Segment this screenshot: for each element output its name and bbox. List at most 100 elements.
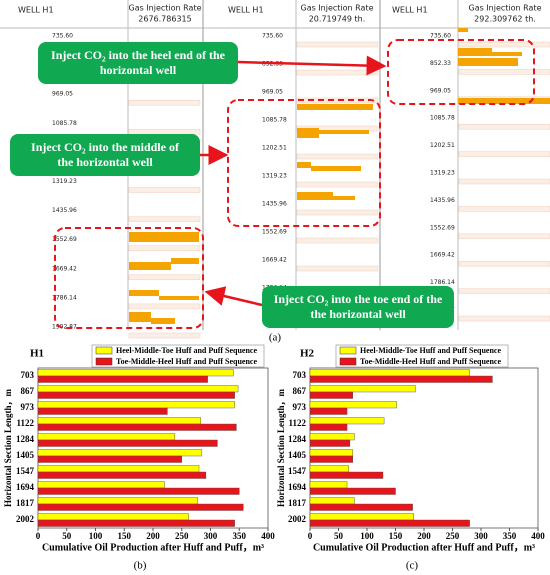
depth-label: 1669.42 [52, 265, 77, 272]
track-stripe [296, 153, 379, 160]
legend-label: Toe-Middle-Heel Huff and Puff Sequence [116, 357, 257, 366]
bar [37, 471, 207, 479]
depth-label: 1085.78 [430, 115, 455, 122]
y-tick-label: 1122 [16, 418, 34, 428]
y-tick-label: 703 [293, 370, 307, 380]
x-tick-label: 100 [360, 531, 374, 541]
x-tick-label: 50 [62, 531, 72, 541]
arrows [200, 55, 387, 307]
bar [37, 433, 176, 441]
depth-label: 1669.42 [262, 257, 287, 264]
injection-bars [129, 28, 550, 324]
bar [309, 503, 413, 511]
y-tick-label: 1405 [288, 450, 307, 460]
bar [309, 407, 348, 415]
bar [309, 433, 355, 441]
depth-label: 1202.51 [262, 145, 287, 152]
legend-box [335, 344, 509, 368]
bar [309, 401, 397, 409]
y-tick-label: 1547 [288, 466, 307, 476]
callout-text: Inject CO₂ into the heel end of the [51, 48, 226, 62]
track-stripe [458, 206, 550, 212]
depth-label: 1786.14 [430, 279, 455, 286]
bar [37, 375, 208, 383]
depth-label: 969.05 [262, 89, 283, 96]
x-tick-label: 150 [118, 531, 132, 541]
track-stripe [458, 178, 550, 185]
track-stripe [128, 129, 201, 135]
callout-text: the horizontal well [310, 307, 406, 321]
depth-label: 1435.96 [262, 201, 287, 208]
depth-label: 1319.23 [262, 173, 287, 180]
bar [309, 471, 384, 479]
bar [309, 465, 349, 473]
y-tick-label: 867 [21, 386, 35, 396]
depth-label: 1202.51 [430, 142, 455, 149]
y-tick-label: 973 [21, 402, 35, 412]
x-tick-label: 100 [89, 531, 103, 541]
x-tick-label: 250 [175, 531, 189, 541]
y-tick-label: 2002 [288, 514, 307, 524]
callout-text: the horizontal well [57, 155, 153, 169]
depth-label: 1669.42 [430, 252, 455, 259]
x-tick-label: 350 [233, 531, 247, 541]
depth-label: 1435.96 [430, 197, 455, 204]
x-tick-label: 400 [531, 531, 545, 541]
bar [309, 481, 348, 489]
highlight-boxes [54, 39, 535, 329]
callout-text: Inject CO₂ into the middle of [31, 140, 180, 154]
chart-title: H2 [300, 348, 315, 360]
track-stripe [296, 69, 379, 76]
bar [37, 497, 199, 505]
x-tick-label: 50 [334, 531, 344, 541]
depth-label: 735.60 [52, 33, 73, 40]
track-stripe [296, 209, 379, 216]
bar [37, 481, 165, 489]
depth-label: 735.60 [262, 33, 283, 40]
bar [309, 423, 348, 431]
x-tick-label: 400 [261, 531, 275, 541]
bar [309, 455, 353, 463]
bar [37, 439, 218, 447]
depth-label: 1902.87 [52, 324, 77, 331]
track-stripe [128, 303, 201, 310]
y-tick-label: 2002 [16, 514, 35, 524]
bar [37, 369, 234, 377]
y-tick-label: 1817 [288, 498, 307, 508]
y-tick-label: 1547 [16, 466, 35, 476]
rate-label: Gas Injection Rate [301, 4, 374, 13]
x-tick-label: 0 [36, 531, 41, 541]
bar [309, 487, 396, 495]
y-tick-label: 1817 [16, 498, 35, 508]
y-tick-label: 703 [21, 370, 35, 380]
x-tick-label: 300 [474, 531, 488, 541]
bar [309, 369, 470, 377]
track-stripe [128, 332, 201, 339]
depth-label: 1319.23 [430, 170, 455, 177]
bar [37, 423, 237, 431]
bar [37, 455, 182, 463]
callouts: Inject CO₂ into the heel end of thehoriz… [10, 42, 454, 328]
track-stripe [296, 41, 379, 48]
depth-label: 1085.78 [262, 117, 287, 124]
y-tick-label: 1405 [16, 450, 35, 460]
bar [37, 465, 200, 473]
depth-label: 1552.69 [430, 224, 455, 231]
bar [309, 417, 385, 425]
x-tick-label: 200 [417, 531, 431, 541]
well-name: WELL H1 [228, 6, 264, 15]
y-tick-label: 1284 [288, 434, 307, 444]
y-tick-label: 1284 [16, 434, 35, 444]
bar [309, 519, 470, 527]
rate-label: Gas Injection Rate [129, 4, 202, 13]
bar [37, 391, 235, 399]
x-axis-label: Cumulative Oil Production after Huff and… [42, 542, 264, 553]
bar [37, 503, 244, 511]
x-axis-label: Cumulative Oil Production after Huff and… [313, 542, 535, 553]
bar [37, 417, 201, 425]
x-tick-label: 350 [503, 531, 517, 541]
x-tick-label: 300 [204, 531, 218, 541]
track-stripe [128, 99, 201, 106]
bar [309, 497, 355, 505]
